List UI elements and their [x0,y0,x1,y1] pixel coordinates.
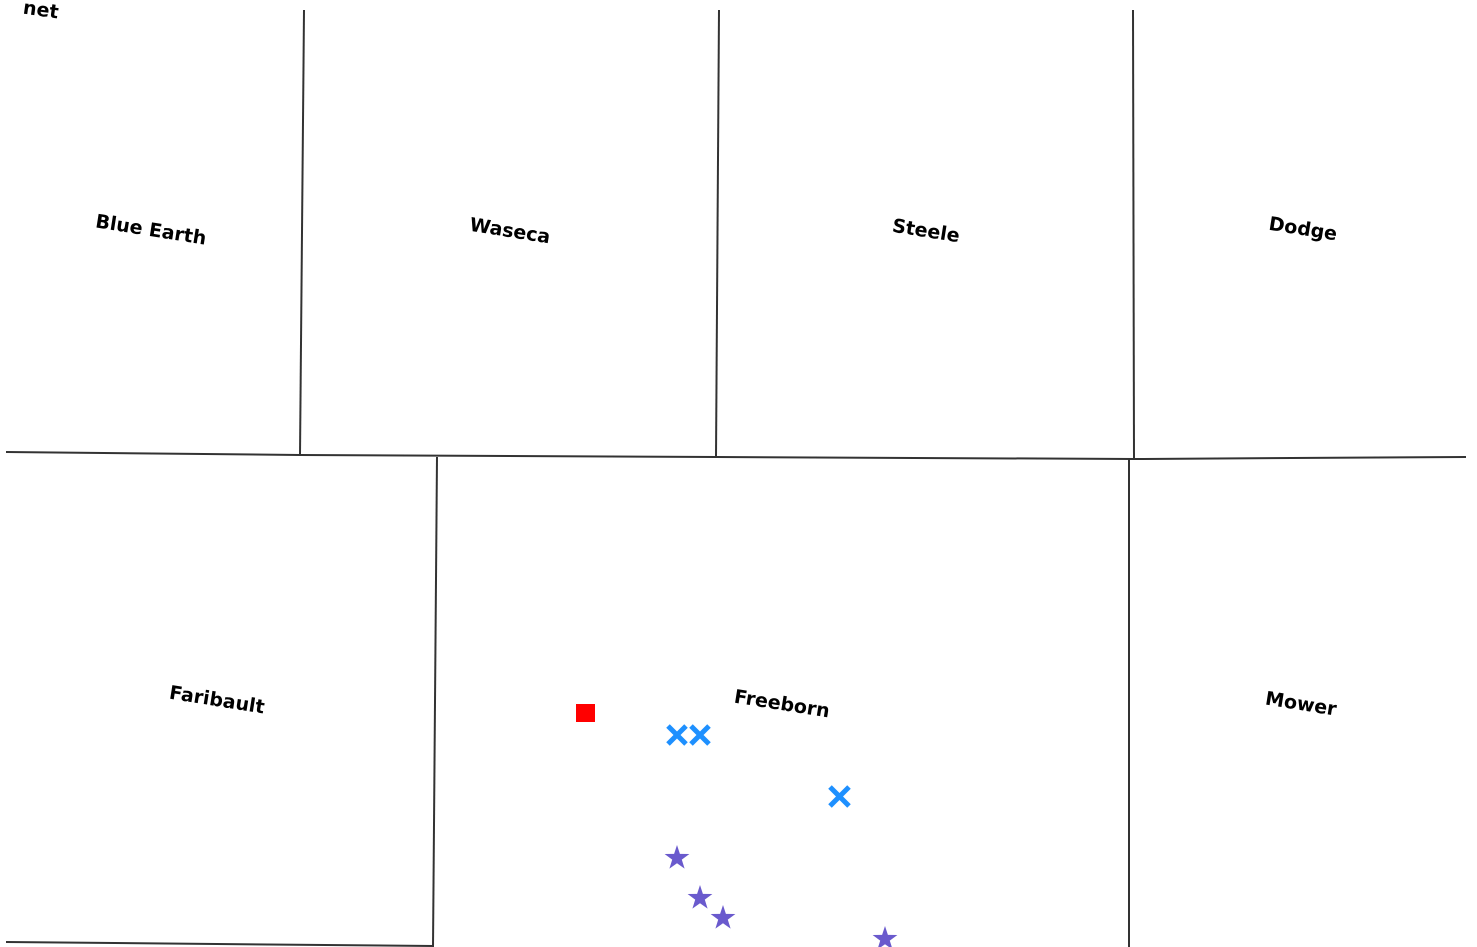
x-marker-icon [828,785,851,808]
county-labels: net Blue Earth Waseca Steele Dodge Farib… [22,0,1339,722]
boundary-line [5,941,434,947]
star-marker-icon [710,905,736,929]
star-marker-icon [872,926,898,947]
boundary-line [1132,9,1135,460]
county-label-freeborn: Freeborn [733,686,832,723]
boundary-line [715,9,720,458]
boundary-line [5,451,1467,461]
county-label-steele: Steele [891,215,962,247]
square-marker-icon [576,704,595,722]
x-marker-icon [689,724,711,746]
x-marker-icon [666,724,688,746]
county-label-mower: Mower [1264,688,1339,721]
boundary-line [299,9,305,456]
map-markers [576,704,898,947]
county-label-waseca: Waseca [468,214,552,248]
county-label-faribault: Faribault [168,682,266,719]
county-label-dodge: Dodge [1267,213,1339,246]
county-boundaries [5,9,1467,947]
star-marker-icon [687,885,713,909]
county-label-cut-top-left: net [22,0,60,23]
star-marker-icon [664,845,690,869]
county-label-blue-earth: Blue Earth [94,210,208,249]
boundary-line [432,456,438,947]
